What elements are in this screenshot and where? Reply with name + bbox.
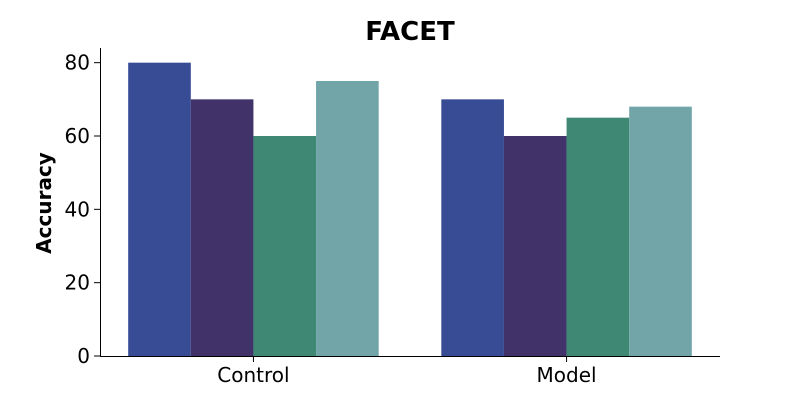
y-tick-label: 0	[77, 344, 90, 368]
bar-control-series-2	[190, 99, 254, 356]
x-tick-label-control: Control	[217, 363, 289, 387]
chart-title: FACET	[365, 17, 455, 47]
y-tick-label: 20	[65, 271, 90, 295]
bar-control-series-1	[128, 62, 191, 357]
bar-model-series-2	[503, 136, 567, 356]
y-ticks-group: 0 20 40 60 80	[65, 51, 100, 368]
x-tick-label-model: Model	[537, 363, 597, 387]
bar-control-series-4	[316, 81, 379, 356]
bar-control-series-3	[253, 136, 317, 356]
bar-model-series-4	[629, 106, 692, 357]
bar-model-series-1	[441, 99, 504, 356]
x-ticks-group: Control Model	[217, 356, 597, 387]
y-tick-label: 60	[65, 124, 90, 148]
y-tick-label: 80	[65, 51, 90, 75]
bar-model-series-3	[566, 117, 630, 357]
y-axis-label: Accuracy	[32, 152, 56, 254]
bars-group	[128, 62, 692, 357]
y-tick-label: 40	[65, 197, 90, 221]
